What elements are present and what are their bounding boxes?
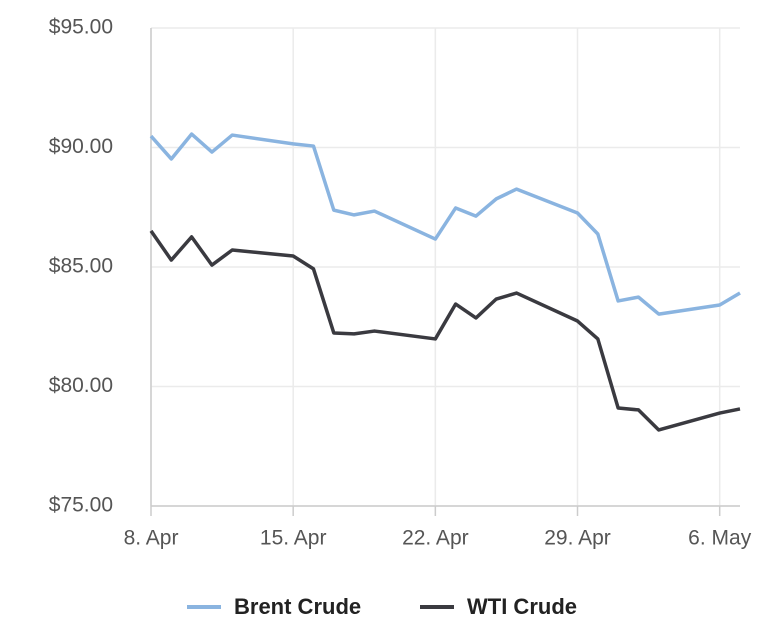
- x-tick-label: 29. Apr: [544, 527, 611, 550]
- line: [149, 132, 741, 316]
- y-tick-label: $90.00: [49, 135, 113, 158]
- x-tick-label: 15. Apr: [260, 527, 327, 550]
- legend-label: WTI Crude: [467, 594, 577, 619]
- legend-label: Brent Crude: [234, 594, 361, 619]
- line: [149, 229, 741, 432]
- y-tick-label: $85.00: [49, 255, 113, 278]
- y-tick-label: $95.00: [49, 16, 113, 39]
- y-tick-label: $80.00: [49, 374, 113, 397]
- x-tick-label: 8. Apr: [124, 527, 179, 550]
- y-tick-label: $75.00: [49, 494, 113, 517]
- x-tick-label: 22. Apr: [402, 527, 469, 550]
- x-tick-label: 6. May: [688, 527, 752, 550]
